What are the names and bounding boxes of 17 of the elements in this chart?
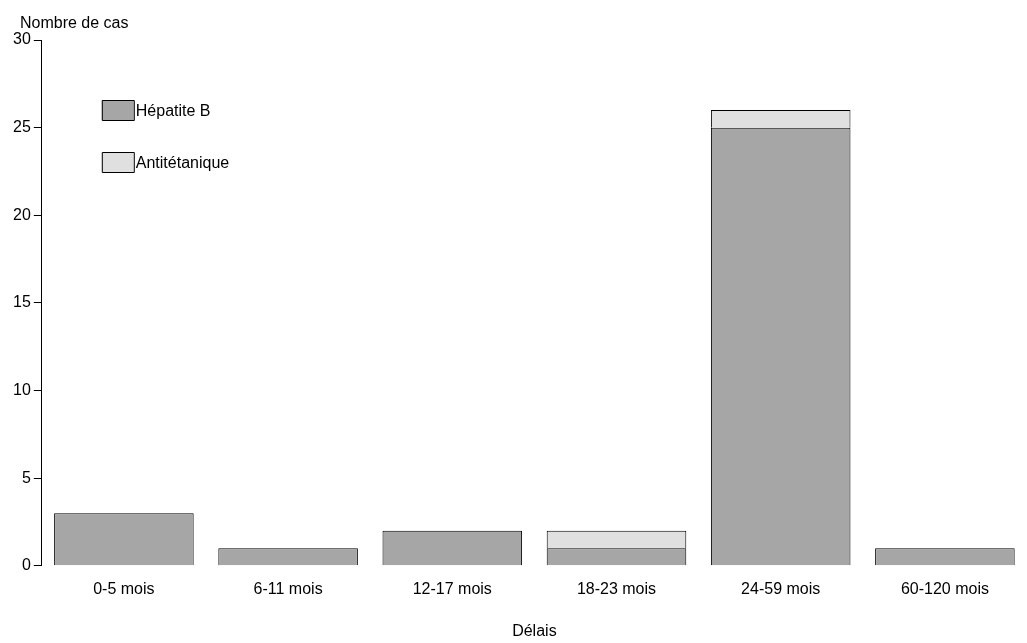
x-tick-label: 12-17 mois xyxy=(412,579,492,597)
y-tick-label: 20 xyxy=(13,205,31,223)
y-tick-label: 15 xyxy=(13,293,31,311)
legend-label: Hépatite B xyxy=(135,102,211,120)
y-tick-label: 10 xyxy=(13,380,31,398)
x-tick-label: 0-5 mois xyxy=(93,579,155,597)
x-tick-label: 18-23 mois xyxy=(576,579,657,597)
legend-label: Antitétanique xyxy=(135,154,230,172)
x-axis-title: Délais xyxy=(512,622,557,640)
x-tick-label: 6-11 mois xyxy=(253,579,323,597)
x-tick-label: 60-120 mois xyxy=(900,579,989,597)
y-tick-label: 0 xyxy=(21,556,31,574)
y-tick-label: 30 xyxy=(13,30,31,48)
y-tick-label: 5 xyxy=(21,468,31,486)
y-axis-title: Nombre de cas xyxy=(20,14,129,32)
y-tick-label: 25 xyxy=(13,118,31,136)
x-tick-label: 24-59 mois xyxy=(741,579,821,597)
